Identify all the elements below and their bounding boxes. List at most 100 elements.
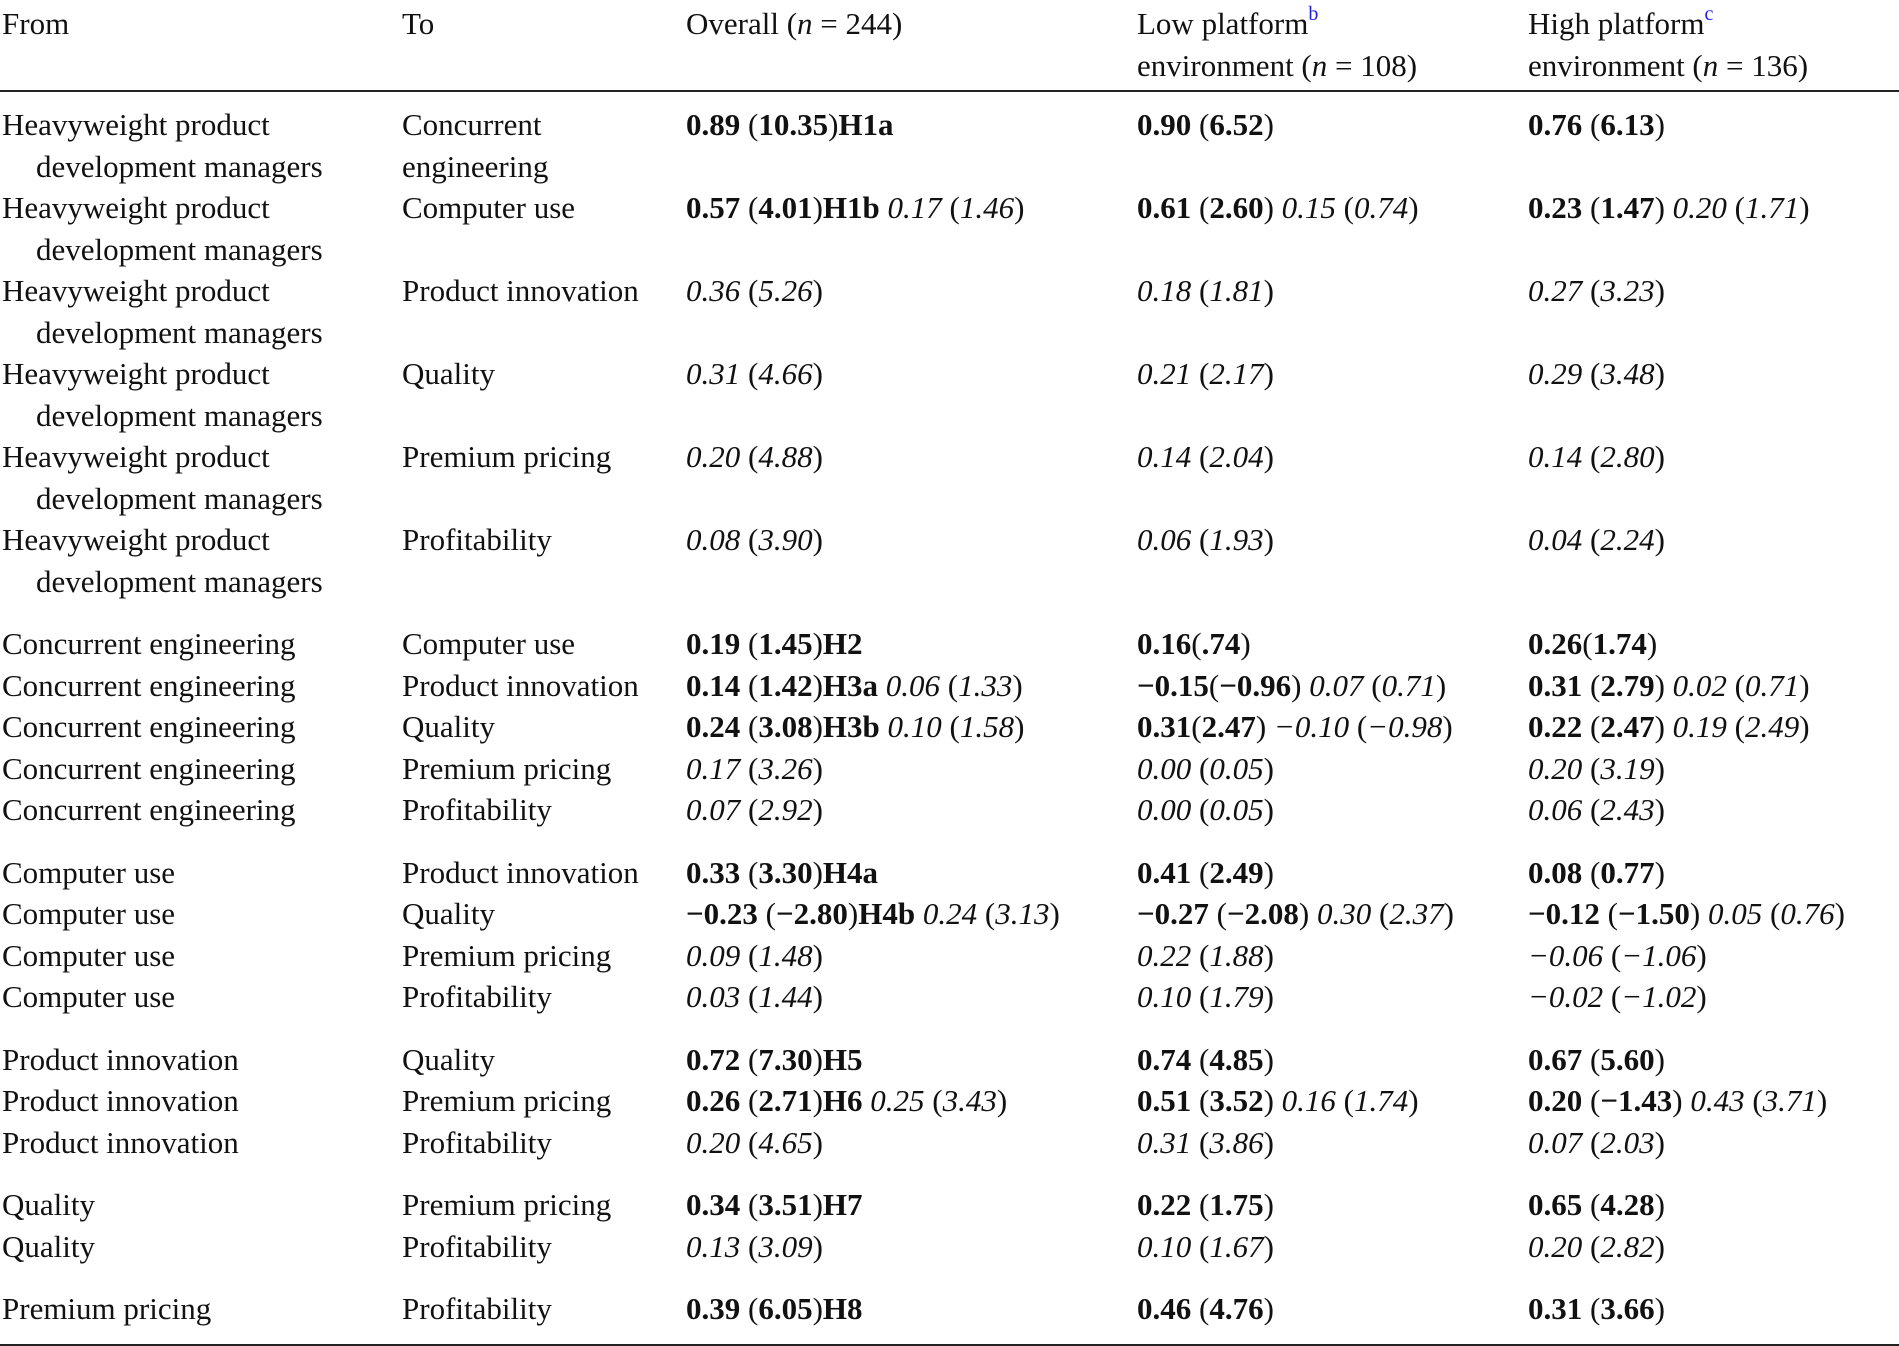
low-value-cell: 0.41 (2.49): [1135, 831, 1526, 894]
low-value-segment: ): [1263, 1083, 1274, 1118]
high-value-segment: 0.06: [1528, 792, 1583, 827]
low-value-segment: 0.18: [1137, 273, 1192, 308]
overall-value-cell: −0.23 (−2.80)H4b 0.24 (3.13): [684, 893, 1135, 935]
low-value-segment: 0.90: [1137, 107, 1192, 142]
high-value-segment: (: [1582, 190, 1601, 225]
overall-value-cell: 0.17 (3.26): [684, 748, 1135, 790]
low-value-segment: 0.16: [1137, 626, 1192, 661]
overall-value-segment: H6: [822, 1083, 863, 1118]
high-value-segment: ): [1654, 1124, 1665, 1160]
high-value-segment: 2.79: [1600, 667, 1655, 703]
to-cell: Product innovation: [400, 270, 684, 353]
low-value-segment: −0.96: [1219, 667, 1292, 703]
table-row: Concurrent engineering Quality 0.24 (3.08)…: [0, 706, 1899, 748]
low-value-cell: 0.31 (3.86): [1135, 1122, 1526, 1164]
high-value-cell: 0.20 (−1.43) 0.43 (3.71): [1526, 1080, 1899, 1122]
low-value-segment: 0.31: [1137, 1124, 1192, 1160]
high-value-segment: 2.43: [1600, 792, 1655, 827]
overall-value-cell: 0.34 (3.51)H7: [684, 1163, 1135, 1226]
to-cell: Profitability: [400, 976, 684, 1018]
high-value-cell: 0.08 (0.77): [1526, 831, 1899, 894]
overall-value-segment: 0.72: [686, 1041, 741, 1077]
low-value-segment: ): [1298, 896, 1310, 931]
low-value-segment: (: [1191, 522, 1210, 557]
overall-value-cell: 0.72 (7.30)H5: [684, 1018, 1135, 1081]
high-value-segment: ): [1654, 1228, 1665, 1264]
overall-value-segment: 10.35: [758, 107, 829, 142]
low-value-segment: 0.10: [1137, 979, 1192, 1014]
high-value-segment: −0.02: [1528, 979, 1604, 1014]
overall-value-segment: 4.65: [758, 1124, 813, 1160]
low-value-cell: 0.22 (1.75): [1135, 1163, 1526, 1226]
overall-value-segment: 0.34: [686, 1187, 741, 1222]
low-value-segment: (: [1191, 1187, 1210, 1222]
table-header: From To Overall (n = 244) Low platformb e…: [0, 0, 1899, 91]
to-cell: Profitability: [400, 1226, 684, 1268]
high-value-segment: ): [1654, 750, 1665, 786]
overall-value-segment: (: [740, 1228, 759, 1264]
low-value-segment: ): [1291, 667, 1302, 703]
high-value-segment: 0.20: [1664, 190, 1727, 225]
header-high-env: environment (: [1528, 47, 1703, 83]
high-value-segment: ): [1834, 896, 1845, 931]
to-cell: Quality: [400, 706, 684, 748]
overall-value-segment: 0.09: [686, 937, 741, 973]
low-value-cell: 0.22 (1.88): [1135, 935, 1526, 977]
to-cell: Premium pricing: [400, 1080, 684, 1122]
high-value-segment: (: [1744, 1083, 1763, 1118]
to-cell: Premium pricing: [400, 748, 684, 790]
overall-value-segment: 0.36: [686, 273, 741, 308]
to-cell-line: Computer use: [402, 626, 576, 661]
from-cell-line: Concurrent engineering: [2, 750, 296, 786]
high-value-segment: (: [1582, 1228, 1601, 1264]
from-cell-line: Heavyweight product: [2, 190, 270, 225]
low-value-cell: 0.90 (6.52): [1135, 91, 1526, 187]
to-cell-line: Profitability: [402, 1228, 552, 1264]
high-value-segment: (: [1603, 979, 1622, 1014]
overall-value-segment: H2: [822, 626, 863, 661]
from-cell: Heavyweight product development managers: [0, 436, 400, 519]
overall-value-segment: ): [812, 439, 823, 474]
low-value-segment: ): [1263, 854, 1274, 890]
to-cell-line: Profitability: [402, 1124, 552, 1160]
from-cell-line: Concurrent engineering: [2, 667, 296, 703]
overall-value-segment: (: [740, 626, 759, 661]
overall-value-segment: 3.13: [995, 896, 1050, 931]
from-cell: Computer use: [0, 935, 400, 977]
low-value-segment: ): [1240, 626, 1251, 661]
overall-value-segment: (: [740, 273, 759, 308]
header-high-line2: environment (n = 136): [1528, 45, 1899, 87]
footnote-b-link[interactable]: b: [1308, 3, 1319, 25]
overall-value-segment: 0.19: [686, 626, 741, 661]
high-value-segment: ): [1654, 709, 1665, 744]
header-overall-label: Overall (: [686, 6, 798, 41]
to-cell: Profitability: [400, 1267, 684, 1345]
overall-value-segment: (: [740, 107, 759, 142]
low-value-segment: −2.08: [1227, 896, 1299, 931]
overall-value-segment: ): [847, 896, 859, 931]
high-value-segment: (: [1582, 709, 1601, 744]
to-cell: Computer use: [400, 602, 684, 665]
overall-value-segment: ): [812, 750, 823, 786]
to-cell: Profitability: [400, 519, 684, 602]
high-value-segment: ): [1799, 709, 1810, 744]
high-value-segment: 3.48: [1600, 356, 1655, 391]
low-value-segment: 0.30: [1309, 896, 1372, 931]
from-cell: Computer use: [0, 831, 400, 894]
high-value-segment: 0.04: [1528, 522, 1583, 557]
low-value-segment: ): [1263, 522, 1274, 557]
overall-value-segment: H8: [822, 1291, 863, 1326]
overall-value-cell: 0.39 (6.05)H8: [684, 1267, 1135, 1345]
overall-value-segment: 0.24: [915, 896, 978, 931]
overall-value-segment: ): [812, 1187, 823, 1222]
header-high-line1: High platformc: [1528, 3, 1899, 45]
high-value-segment: (: [1582, 667, 1601, 703]
high-value-segment: 0.08: [1528, 854, 1583, 890]
from-cell: Heavyweight product development managers: [0, 187, 400, 270]
high-value-segment: 2.82: [1600, 1228, 1655, 1264]
overall-value-segment: 0.31: [686, 356, 741, 391]
table-row: Computer use Product innovation 0.33 (3.30…: [0, 831, 1899, 894]
from-cell-line: Computer use: [2, 896, 176, 931]
overall-value-segment: 0.13: [686, 1228, 741, 1264]
footnote-c-link[interactable]: c: [1704, 3, 1714, 25]
